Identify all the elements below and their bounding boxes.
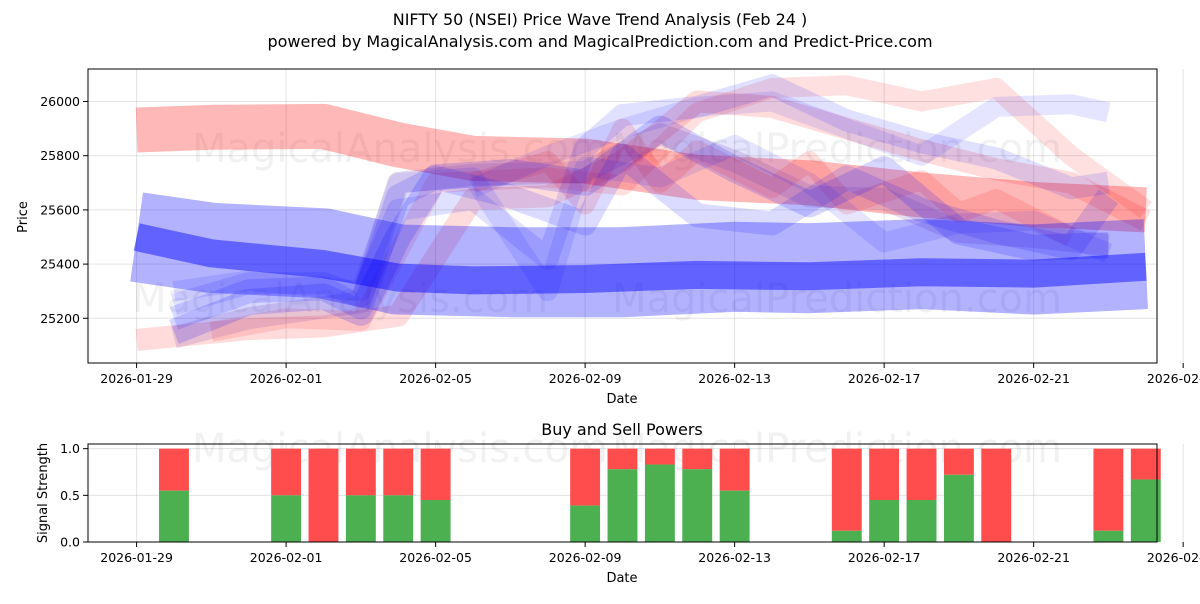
buy-bar [869, 500, 900, 542]
sell-bar [420, 448, 451, 500]
power-x-tick-label: 2026-02-17 [848, 550, 921, 565]
price-series-group [130, 74, 1152, 351]
power-x-tick-label: 2026-02-09 [549, 550, 622, 565]
sell-bar [308, 448, 339, 542]
price-y-tick-label: 26000 [40, 94, 80, 109]
price-y-tick-label: 25800 [40, 148, 80, 163]
sell-bar [943, 448, 974, 475]
price-x-tick-label: 2026-02-13 [698, 371, 771, 386]
price-y-label: Price [16, 201, 31, 233]
buy-bar [383, 495, 414, 542]
price-x-tick-label: 2026-02-17 [848, 371, 921, 386]
price-x-tick-label: 2026-02-01 [250, 371, 323, 386]
price-y-tick-label: 25200 [40, 311, 80, 326]
price-frame [87, 68, 1158, 364]
power-y-tick-label: 1.0 [60, 441, 80, 456]
buy-bar [943, 474, 974, 542]
price-series-red-wave-upper [135, 103, 1147, 233]
sell-bar [719, 448, 750, 491]
price-plot: MagicalAnalysis.com MagicalPrediction.com… [40, 68, 1200, 386]
buy-bar [682, 469, 713, 542]
power-plot: MagicalAnalysis.comMagicalPrediction.com… [60, 426, 1200, 565]
sell-bar [383, 448, 414, 496]
sell-bar [981, 448, 1012, 542]
buy-bar [420, 500, 451, 542]
power-x-tick-label: 2026-02-01 [250, 550, 323, 565]
sell-bar [570, 448, 601, 506]
sell-bar [271, 448, 302, 496]
sell-bar [1093, 448, 1124, 531]
power-x-tick-label: 2026-02-13 [698, 550, 771, 565]
price-series-purple-wave [171, 123, 1110, 348]
main-title: NIFTY 50 (NSEI) Price Wave Trend Analysi… [393, 10, 808, 29]
power-y-label: Signal Strength [36, 443, 51, 543]
price-series-blue-wave-core [133, 223, 1147, 295]
price-x-tick-label: 2026-02-21 [997, 371, 1070, 386]
buy-bar [159, 490, 189, 542]
price-series-blue-wave-5 [469, 91, 1111, 198]
price-watermark: MagicalPrediction.com [612, 126, 1062, 172]
price-series-blue-wave-1 [169, 115, 1109, 344]
buy-bar [644, 464, 675, 542]
sell-bar [869, 448, 900, 500]
buy-bar [345, 495, 376, 542]
sell-bar [159, 448, 189, 491]
power-x-tick-label: 2026-02-21 [997, 550, 1070, 565]
power-frame [87, 443, 1158, 543]
price-y-tick-label: 25400 [40, 257, 80, 272]
price-watermark: MagicalAnalysis.com [132, 276, 548, 322]
sell-bar [345, 448, 376, 496]
sell-bar [1130, 448, 1161, 480]
price-series-blue-wave-wide [130, 192, 1148, 318]
power-x-tick-label: 2026-01-29 [100, 550, 173, 565]
buy-bar [607, 469, 638, 542]
power-y-tick-label: 0.0 [60, 535, 80, 550]
buy-bar [271, 495, 302, 542]
price-x-tick-label: 2026-02-05 [399, 371, 472, 386]
power-x-tick-label: 2026-02-05 [399, 550, 472, 565]
main-subtitle: powered by MagicalAnalysis.com and Magic… [267, 32, 932, 51]
price-watermark: MagicalPrediction.com [612, 276, 1062, 322]
sell-bar [607, 448, 638, 470]
price-y-tick-label: 25600 [40, 202, 80, 217]
buy-bar [831, 530, 862, 542]
price-series-blue-wave-3 [170, 74, 1110, 316]
price-series-blue-wave-2 [169, 143, 1119, 330]
sell-bar [682, 448, 713, 470]
price-series-red-wave-mid [135, 90, 1151, 351]
price-x-tick-label: 2026-02-25 [1147, 371, 1200, 386]
sell-bar [644, 448, 675, 465]
buy-bar [719, 490, 750, 542]
power-title: Buy and Sell Powers [541, 420, 703, 439]
buy-bar [1093, 530, 1124, 542]
price-series-red-wave-high [209, 75, 1152, 342]
power-x-tick-label: 2026-02-25 [1147, 550, 1200, 565]
buy-bar [570, 505, 601, 542]
power-y-tick-label: 0.5 [60, 488, 80, 503]
price-watermark: MagicalAnalysis.com [192, 126, 608, 172]
price-x-label: Date [606, 392, 637, 407]
price-series-red-wave-zig [470, 118, 1076, 246]
sell-bar [906, 448, 937, 500]
sell-bar [831, 448, 862, 531]
buy-bar [1130, 479, 1161, 542]
price-x-tick-label: 2026-02-09 [549, 371, 622, 386]
price-x-tick-label: 2026-01-29 [100, 371, 173, 386]
price-series-blue-wave-4 [172, 134, 1113, 302]
power-x-label: Date [606, 571, 637, 586]
buy-bar [906, 500, 937, 542]
